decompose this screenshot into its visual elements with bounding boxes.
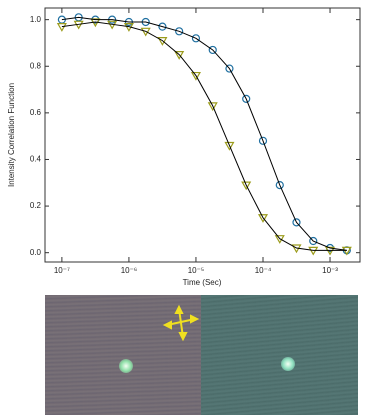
y-tick-label: 0.8: [30, 61, 42, 70]
microscope-images: [45, 295, 358, 415]
data-point: [241, 181, 252, 191]
data-point: [242, 94, 251, 103]
data-point: [158, 22, 167, 31]
y-tick-label: 1.0: [30, 15, 42, 24]
data-point: [224, 141, 235, 151]
data-point: [258, 136, 268, 145]
data-point: [292, 218, 301, 227]
polarization-arrows: [162, 304, 200, 342]
bright-spot: [281, 357, 295, 371]
data-point: [191, 34, 201, 43]
data-point: [140, 27, 151, 37]
x-tick-label: 10⁻⁶: [121, 266, 137, 275]
chart: Intensity Correlation Function Time (Sec…: [7, 7, 361, 287]
y-tick-label: 0.6: [30, 108, 42, 117]
data-point: [175, 27, 184, 36]
fit-line: [61, 21, 347, 251]
left-image: [45, 295, 201, 415]
data-point: [274, 235, 285, 244]
fit-line: [61, 16, 347, 251]
data-point: [225, 64, 234, 73]
x-axis-label: Time (Sec): [183, 278, 222, 287]
x-tick-label: 10⁻⁷: [54, 266, 70, 275]
y-tick-label: 0.0: [30, 248, 42, 257]
data-point: [157, 37, 168, 46]
y-axis-label: Intensity Correlation Function: [7, 83, 16, 187]
x-tick-label: 10⁻³: [322, 266, 338, 275]
bright-spot: [119, 359, 133, 373]
y-tick-label: 0.4: [30, 155, 42, 164]
plot-frame: [44, 7, 361, 263]
data-point: [190, 71, 201, 81]
data-point: [309, 236, 318, 246]
data-point: [207, 102, 218, 112]
data-point: [174, 51, 185, 60]
y-tick-label: 0.2: [30, 201, 42, 210]
data-point: [208, 45, 217, 55]
data-point: [56, 23, 67, 32]
x-tick-label: 10⁻⁴: [255, 266, 272, 275]
x-tick-label: 10⁻⁵: [188, 266, 204, 275]
right-image: [201, 295, 358, 415]
data-point: [275, 181, 284, 190]
data-point: [257, 214, 269, 223]
